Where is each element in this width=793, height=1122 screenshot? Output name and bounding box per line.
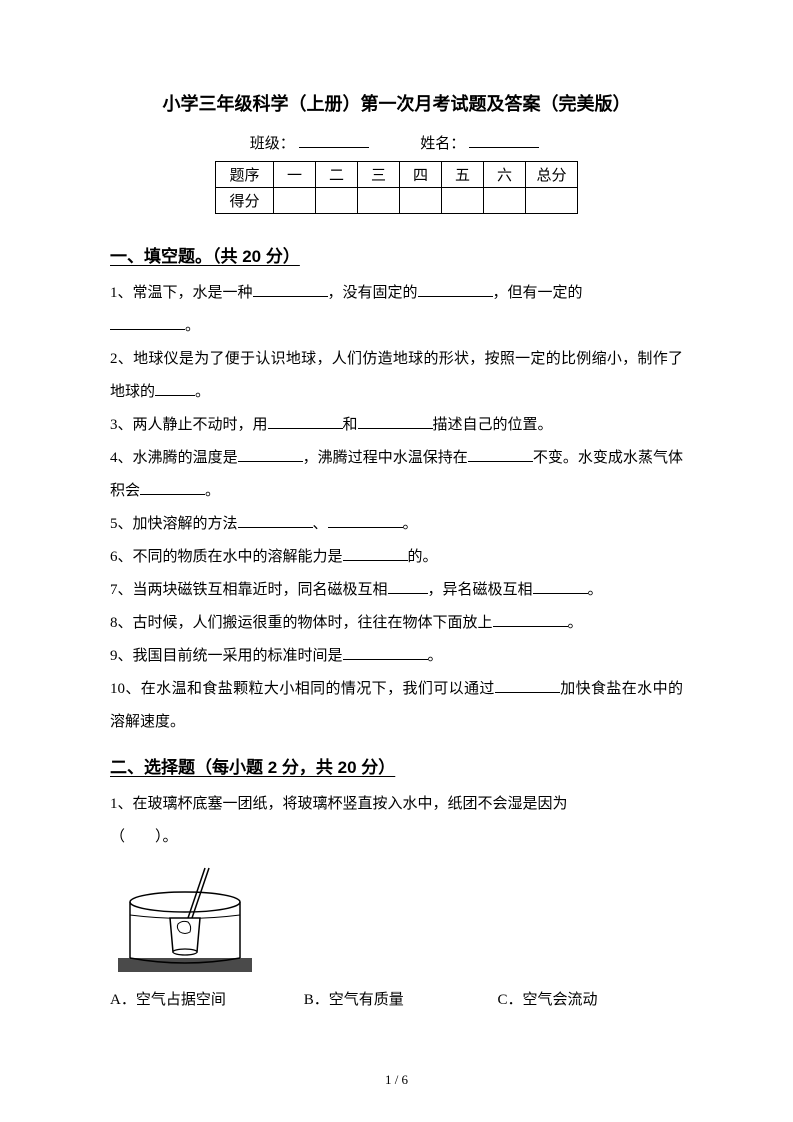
fill-blank[interactable] [468, 461, 533, 462]
fill-blank[interactable] [343, 659, 428, 660]
fill-blank[interactable] [388, 593, 428, 594]
score-cell[interactable] [316, 188, 358, 214]
q-text: 。 [195, 384, 210, 400]
q-text: 6、不同的物质在水中的溶解能力是 [110, 549, 343, 565]
question-8: 8、古时候，人们搬运很重的物体时，往往在物体下面放上 。 [110, 607, 683, 640]
class-blank[interactable] [299, 147, 369, 148]
score-table: 题序 一 二 三 四 五 六 总分 得分 [215, 161, 578, 214]
q-text: ，没有固定的 [328, 285, 418, 301]
header-cell: 四 [400, 162, 442, 188]
section1-header: 一、填空题。（共 20 分） [110, 242, 683, 267]
q-text: 5、加快溶解的方法 [110, 516, 238, 532]
fill-blank[interactable] [493, 626, 568, 627]
fill-blank[interactable] [328, 527, 403, 528]
q-text: 。 [568, 615, 583, 631]
page-title: 小学三年级科学（上册）第一次月考试题及答案（完美版） [110, 90, 683, 116]
question-9: 9、我国目前统一采用的标准时间是 。 [110, 640, 683, 673]
header-cell: 六 [484, 162, 526, 188]
score-cell[interactable] [400, 188, 442, 214]
q-text: 10、在水温和食盐颗粒大小相同的情况下，我们可以通过 [110, 681, 495, 697]
header-cell: 三 [358, 162, 400, 188]
question-6: 6、不同的物质在水中的溶解能力是 的。 [110, 541, 683, 574]
header-cell: 总分 [526, 162, 578, 188]
score-cell[interactable] [274, 188, 316, 214]
q-text: 的。 [408, 549, 438, 565]
question-2-1: 1、在玻璃杯底塞一团纸，将玻璃杯竖直按入水中，纸团不会湿是因为 （ ）。 [110, 788, 683, 854]
fill-blank[interactable] [238, 461, 303, 462]
fill-blank[interactable] [253, 296, 328, 297]
fill-blank[interactable] [418, 296, 493, 297]
fill-blank[interactable] [155, 395, 195, 396]
row-label: 得分 [216, 188, 274, 214]
answer-paren[interactable]: （ ）。 [110, 821, 178, 854]
header-cell: 五 [442, 162, 484, 188]
header-cell: 一 [274, 162, 316, 188]
score-cell[interactable] [526, 188, 578, 214]
q-text: 1、常温下，水是一种 [110, 285, 253, 301]
q-text: ，异名磁极互相 [428, 582, 533, 598]
q-text: 9、我国目前统一采用的标准时间是 [110, 648, 343, 664]
fill-blank[interactable] [533, 593, 588, 594]
q-text: 和 [343, 417, 358, 433]
header-cell: 题序 [216, 162, 274, 188]
fill-blank[interactable] [238, 527, 313, 528]
score-cell[interactable] [484, 188, 526, 214]
question-1: 1、常温下，水是一种 ，没有固定的 ，但有一定的。 [110, 277, 683, 343]
q-text: 。 [428, 648, 443, 664]
q-text: 。 [588, 582, 603, 598]
fill-blank[interactable] [140, 494, 205, 495]
question-2: 2、地球仪是为了便于认识地球，人们仿造地球的形状，按照一定的比例缩小，制作了地球… [110, 343, 683, 409]
fill-blank[interactable] [110, 329, 185, 330]
fill-blank[interactable] [343, 560, 408, 561]
q-text: 8、古时候，人们搬运很重的物体时，往往在物体下面放上 [110, 615, 493, 631]
q-text: 1、在玻璃杯底塞一团纸，将玻璃杯竖直按入水中，纸团不会湿是因为 [110, 796, 568, 812]
score-cell[interactable] [442, 188, 484, 214]
q-text: ，沸腾过程中水温保持在 [303, 450, 468, 466]
q-text: 7、当两块磁铁互相靠近时，同名磁极互相 [110, 582, 388, 598]
question-7: 7、当两块磁铁互相靠近时，同名磁极互相 ，异名磁极互相 。 [110, 574, 683, 607]
info-line: 班级： 姓名： [110, 132, 683, 153]
option-b[interactable]: B．空气有质量 [304, 985, 494, 1015]
q-text: 。 [403, 516, 418, 532]
options-row: A．空气占据空间 B．空气有质量 C．空气会流动 [110, 985, 683, 1015]
q-text: 。 [185, 318, 200, 334]
name-blank[interactable] [469, 147, 539, 148]
question-4: 4、水沸腾的温度是，沸腾过程中水温保持在不变。水变成水蒸气体积会。 [110, 442, 683, 508]
table-row: 得分 [216, 188, 578, 214]
q-text: 描述自己的位置。 [433, 417, 553, 433]
option-a[interactable]: A．空气占据空间 [110, 985, 300, 1015]
q-text: 、 [313, 516, 328, 532]
q-text: 3、两人静止不动时，用 [110, 417, 268, 433]
name-label: 姓名： [420, 136, 465, 152]
option-c[interactable]: C．空气会流动 [498, 985, 598, 1015]
score-cell[interactable] [358, 188, 400, 214]
class-label: 班级： [250, 136, 295, 152]
q-text: 。 [205, 483, 220, 499]
section2-header: 二、选择题（每小题 2 分，共 20 分） [110, 753, 683, 778]
q-text: 4、水沸腾的温度是 [110, 450, 238, 466]
experiment-figure [110, 860, 683, 975]
fill-blank[interactable] [495, 692, 560, 693]
table-row: 题序 一 二 三 四 五 六 总分 [216, 162, 578, 188]
question-5: 5、加快溶解的方法 、 。 [110, 508, 683, 541]
page-footer: 1 / 6 [0, 1072, 793, 1088]
q-text: ，但有一定的 [493, 285, 583, 301]
question-10: 10、在水温和食盐颗粒大小相同的情况下，我们可以通过加快食盐在水中的溶解速度。 [110, 673, 683, 739]
question-3: 3、两人静止不动时，用 和 描述自己的位置。 [110, 409, 683, 442]
header-cell: 二 [316, 162, 358, 188]
fill-blank[interactable] [358, 428, 433, 429]
fill-blank[interactable] [268, 428, 343, 429]
